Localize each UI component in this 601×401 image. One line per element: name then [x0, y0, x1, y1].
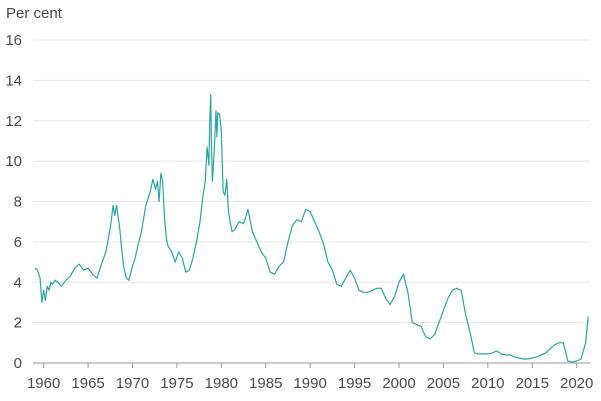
- x-tick-label: 1970: [116, 375, 149, 392]
- y-tick-label: 8: [14, 194, 22, 211]
- x-tick-label: 2015: [516, 375, 549, 392]
- y-tick-label: 4: [14, 274, 22, 291]
- y-axis-unit-label: Per cent: [6, 5, 63, 22]
- y-tick-label: 0: [14, 355, 22, 372]
- gridlines: [33, 39, 590, 324]
- x-ticks: [43, 363, 578, 368]
- series-line: [34, 93, 589, 363]
- x-tick-label: 1960: [27, 375, 60, 392]
- x-tick-label: 2020: [560, 375, 593, 392]
- x-tick-label: 2005: [427, 375, 460, 392]
- x-tick-label: 1985: [249, 375, 282, 392]
- x-tick-label: 1980: [205, 375, 238, 392]
- y-tick-label: 6: [14, 234, 22, 251]
- x-tick-label: 1965: [71, 375, 104, 392]
- y-tick-label: 10: [5, 153, 22, 170]
- x-tick-labels: 1960 1965 1970 1975 1980 1985 1990 1995 2000 2005…: [27, 375, 593, 392]
- y-tick-label: 14: [5, 72, 22, 89]
- x-tick-label: 1995: [338, 375, 371, 392]
- y-tick-label: 12: [5, 113, 22, 130]
- x-tick-label: 1990: [293, 375, 326, 392]
- x-tick-label: 2000: [382, 375, 415, 392]
- y-tick-label: 16: [5, 32, 22, 49]
- y-tick-label: 2: [14, 315, 22, 332]
- x-tick-label: 2010: [471, 375, 504, 392]
- x-tick-label: 1975: [160, 375, 193, 392]
- y-tick-labels: 0 2 4 6 8 10 12 14 16: [5, 32, 22, 372]
